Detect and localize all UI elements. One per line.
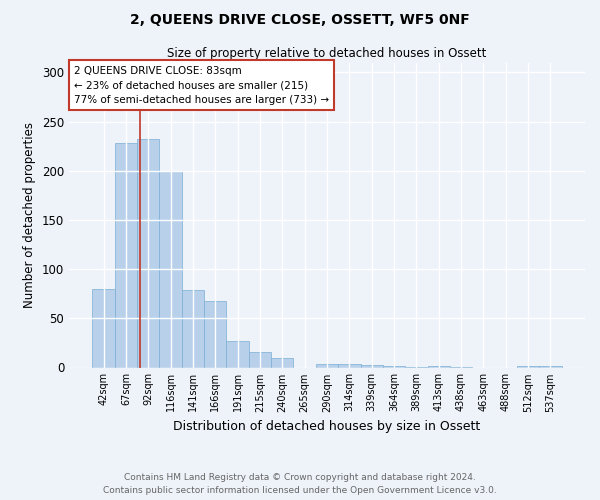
Title: Size of property relative to detached houses in Ossett: Size of property relative to detached ho…: [167, 47, 487, 60]
Bar: [539, 366, 562, 368]
X-axis label: Distribution of detached houses by size in Ossett: Distribution of detached houses by size …: [173, 420, 481, 433]
Bar: [405, 366, 428, 368]
Bar: [383, 366, 405, 368]
Bar: [271, 358, 293, 368]
Bar: [249, 352, 271, 368]
Bar: [338, 364, 361, 368]
Text: 2, QUEENS DRIVE CLOSE, OSSETT, WF5 0NF: 2, QUEENS DRIVE CLOSE, OSSETT, WF5 0NF: [130, 12, 470, 26]
Bar: [160, 170, 182, 368]
Bar: [115, 143, 137, 368]
Bar: [182, 290, 204, 368]
Bar: [517, 366, 539, 368]
Bar: [450, 366, 472, 368]
Text: 2 QUEENS DRIVE CLOSE: 83sqm
← 23% of detached houses are smaller (215)
77% of se: 2 QUEENS DRIVE CLOSE: 83sqm ← 23% of det…: [74, 66, 329, 105]
Bar: [316, 364, 338, 368]
Text: Contains HM Land Registry data © Crown copyright and database right 2024.
Contai: Contains HM Land Registry data © Crown c…: [103, 474, 497, 495]
Bar: [361, 364, 383, 368]
Bar: [204, 300, 226, 368]
Bar: [226, 341, 249, 367]
Bar: [92, 289, 115, 368]
Bar: [137, 139, 160, 368]
Y-axis label: Number of detached properties: Number of detached properties: [23, 122, 37, 308]
Bar: [428, 366, 450, 368]
